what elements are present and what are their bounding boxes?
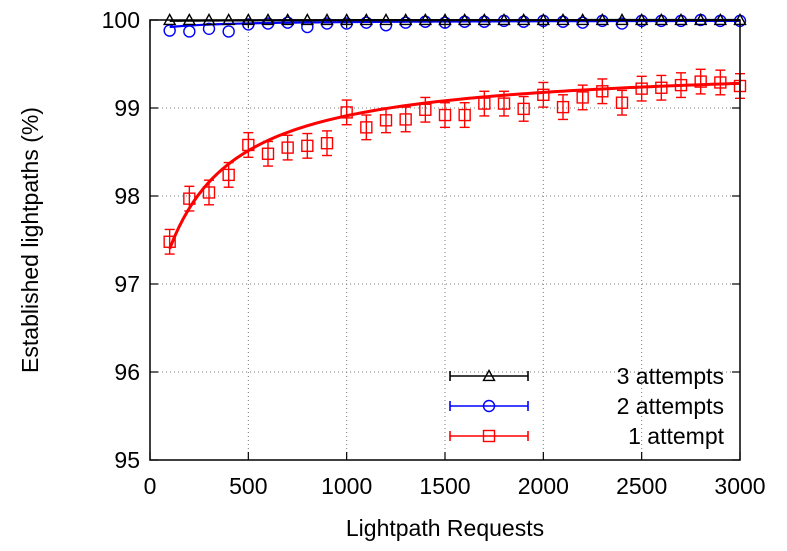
data-point (281, 141, 294, 154)
data-point (458, 15, 471, 28)
y-tick-label: 99 (114, 95, 140, 121)
data-point (379, 114, 393, 127)
legend-marker (482, 399, 496, 413)
y-axis-title: Established lightpaths (%) (17, 107, 43, 373)
data-point (301, 139, 314, 153)
data-point (261, 147, 275, 160)
data-point (674, 78, 688, 92)
data-point (537, 88, 550, 102)
legend-entry: 3 attempts (449, 363, 724, 389)
data-point (360, 121, 373, 134)
data-point (694, 75, 707, 88)
legend-label: 2 attempts (617, 393, 724, 419)
legend-entry: 2 attempts (449, 393, 724, 419)
data-point (360, 16, 373, 29)
data-point (517, 102, 530, 116)
data-point (399, 113, 412, 126)
x-tick-label: 1500 (419, 473, 470, 499)
fit-curve (169, 19, 741, 29)
data-point (281, 16, 294, 29)
data-point (320, 136, 334, 150)
x-tick-label: 1000 (321, 473, 372, 499)
y-tick-label: 100 (102, 7, 140, 33)
data-point (222, 168, 235, 182)
data-point (438, 16, 452, 29)
data-point (635, 82, 648, 95)
data-point (596, 85, 609, 98)
legend: 3 attempts 2 attempts 1 attempt (449, 363, 725, 449)
legend-label: 1 attempt (628, 423, 724, 449)
data-point (576, 16, 589, 29)
data-point (556, 15, 570, 28)
data-point (478, 97, 491, 110)
y-tick-label: 95 (114, 447, 140, 473)
x-tick-label: 3000 (714, 473, 765, 499)
grid-lines (150, 20, 740, 460)
data-point (497, 97, 511, 110)
data-point (419, 15, 432, 28)
y-tick-label: 98 (114, 183, 140, 209)
data-point (301, 20, 314, 34)
data-point (399, 16, 412, 29)
x-tick-label: 2000 (518, 473, 569, 499)
data-point (202, 22, 216, 35)
legend-marker (482, 429, 496, 443)
data-point (183, 192, 196, 205)
data-point (419, 103, 432, 116)
x-tick-label: 2500 (616, 473, 667, 499)
series-2-attempts (163, 13, 747, 38)
data-point (615, 96, 629, 109)
x-axis-title: Lightpath Requests (346, 515, 544, 541)
data-point (202, 186, 216, 199)
legend-marker (482, 369, 496, 382)
series-layer (162, 13, 747, 255)
data-point (340, 106, 353, 119)
data-point (556, 100, 570, 114)
series-1-attempt (163, 68, 747, 255)
legend-label: 3 attempts (617, 363, 724, 389)
data-point (163, 235, 176, 248)
data-point (183, 25, 196, 38)
data-point (458, 108, 471, 122)
y-tick-label: 97 (114, 271, 140, 297)
data-point (517, 15, 530, 28)
data-point (576, 91, 589, 104)
legend-entry: 1 attempt (449, 423, 725, 449)
x-tick-label: 0 (144, 473, 157, 499)
data-point (438, 108, 452, 122)
y-tick-label: 96 (114, 359, 140, 385)
axis-ticks: 0 500 1000 1500 2000 2500 3000 95 96 97 98 99 100 (102, 7, 766, 499)
data-point (242, 138, 255, 152)
x-tick-label: 500 (229, 473, 267, 499)
data-point (714, 76, 727, 89)
data-point (222, 25, 235, 38)
data-point (655, 81, 668, 94)
data-point (478, 15, 491, 28)
